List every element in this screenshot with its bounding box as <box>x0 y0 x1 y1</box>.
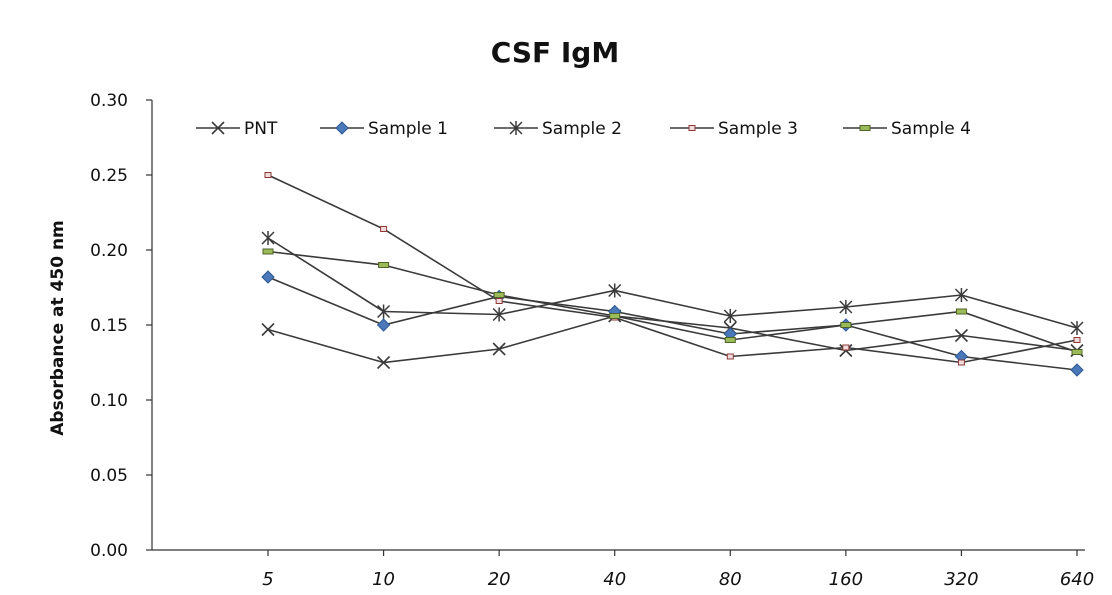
data-point <box>380 226 388 232</box>
data-point <box>723 309 737 323</box>
data-point <box>840 322 852 328</box>
y-tick-label: 0.00 <box>90 541 128 561</box>
x-tick-label: 640 <box>1060 569 1094 590</box>
series-line <box>267 237 1078 329</box>
y-tick-label: 0.30 <box>90 91 128 111</box>
data-point <box>378 262 390 268</box>
x-ticks: 5 10 20 40 80 160 320 640 <box>262 550 1094 590</box>
legend-marker <box>211 121 225 135</box>
data-point <box>954 288 968 302</box>
legend-item: Sample 3 <box>670 119 798 139</box>
legend-item: PNT <box>196 119 278 139</box>
data-point <box>376 318 391 332</box>
data-point <box>492 307 506 322</box>
legend-label: PNT <box>244 119 278 139</box>
data-point <box>1070 321 1084 335</box>
data-point <box>608 283 622 298</box>
data-point <box>1073 337 1081 343</box>
data-point <box>609 313 621 319</box>
series-group <box>261 172 1084 377</box>
y-tick-label: 0.05 <box>90 466 128 486</box>
series-5 <box>262 248 1083 355</box>
x-tick-label: 40 <box>603 569 626 590</box>
legend-marker <box>335 121 349 135</box>
data-point <box>261 270 275 284</box>
legend: PNT Sample 1 Sample 2 Sample 3 Sample 4 <box>196 119 971 139</box>
y-tick-label: 0.20 <box>90 241 128 261</box>
data-point <box>726 353 734 360</box>
legend-marker <box>859 125 871 131</box>
data-point <box>955 308 967 315</box>
x-tick-label: 5 <box>262 569 273 590</box>
legend-label: Sample 3 <box>718 119 798 139</box>
y-tick-label: 0.25 <box>90 166 128 186</box>
data-point <box>495 298 503 304</box>
data-point <box>377 355 391 370</box>
legend-marker <box>688 125 696 131</box>
series-line <box>267 250 1078 353</box>
legend-item: Sample 2 <box>494 119 622 139</box>
data-point <box>377 304 391 319</box>
legend-item: Sample 1 <box>320 119 448 139</box>
data-point <box>261 231 275 245</box>
series-line <box>267 174 1078 364</box>
x-tick-label: 10 <box>372 569 395 590</box>
series-line <box>267 276 1078 371</box>
data-point <box>839 300 853 314</box>
y-axis-label: Absorbance at 450 nm <box>48 220 68 436</box>
data-point <box>957 359 965 366</box>
data-point <box>1071 349 1083 355</box>
y-tick-label: 0.10 <box>90 391 128 411</box>
data-point <box>493 292 505 298</box>
y-tick-label: 0.15 <box>90 316 128 336</box>
data-point <box>264 172 272 178</box>
data-point <box>492 342 506 356</box>
legend-marker <box>509 121 523 135</box>
legend-label: Sample 2 <box>542 119 622 139</box>
legend-item: Sample 4 <box>843 119 971 139</box>
x-tick-label: 160 <box>829 569 863 590</box>
data-point <box>262 248 274 255</box>
x-tick-label: 20 <box>488 569 511 590</box>
data-point <box>954 328 968 343</box>
data-point <box>1070 363 1084 377</box>
data-point <box>724 337 736 343</box>
series-3 <box>261 231 1084 335</box>
data-point <box>261 322 275 337</box>
x-tick-label: 320 <box>944 569 978 590</box>
chart-title: CSF IgM <box>491 36 619 69</box>
legend-label: Sample 1 <box>368 119 448 139</box>
data-point <box>842 344 850 351</box>
y-ticks: 0.00 0.05 0.10 0.15 0.20 0.25 0.30 <box>90 91 152 561</box>
legend-label: Sample 4 <box>891 119 971 139</box>
x-tick-label: 80 <box>719 569 742 590</box>
